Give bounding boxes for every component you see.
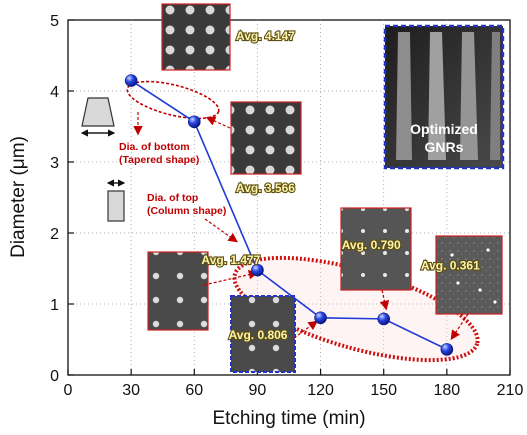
x-tick-labels: 0 30 60 90 120 150 180 210 <box>64 382 524 399</box>
data-point <box>187 115 201 129</box>
data-point <box>440 343 454 356</box>
average-label: Avg. 0.806 <box>229 328 288 342</box>
average-label: Avg. 0.361 <box>421 258 480 272</box>
data-point <box>124 74 138 87</box>
x-tick-label: 210 <box>497 382 524 399</box>
annotation-arrows <box>133 112 469 340</box>
x-tick-label: 150 <box>370 382 397 399</box>
column-shape-icon <box>106 179 126 222</box>
inset-label-gnrs: GNRs <box>425 139 464 155</box>
sem-image-180min <box>435 235 503 315</box>
tapered-shape-icon <box>80 97 116 137</box>
sem-image-90min <box>147 251 209 331</box>
inset-label-optimized: Optimized <box>410 121 478 137</box>
average-label: Avg. 4.147 <box>236 29 295 43</box>
diameter-series <box>124 74 454 356</box>
axis-ticks <box>67 19 511 376</box>
y-tick-labels: 0 1 2 3 4 5 <box>50 13 59 385</box>
optimized-gnrs-inset: Optimized GNRs <box>383 24 505 170</box>
x-axis-title: Etching time (min) <box>212 408 365 429</box>
average-label: Avg. 0.790 <box>342 238 401 252</box>
series-line <box>130 79 448 351</box>
bottom-diameter-ellipse <box>126 80 220 120</box>
sem-image-150min <box>340 207 412 291</box>
x-tick-label: 90 <box>249 382 267 399</box>
x-tick-label: 0 <box>64 382 73 399</box>
data-point <box>251 263 264 277</box>
x-tick-label: 30 <box>122 382 140 399</box>
y-tick-label: 1 <box>50 297 59 314</box>
bottom-label-line2: (Tapered shape) <box>119 154 199 166</box>
sem-image-120min <box>230 295 296 373</box>
sem-image-60min <box>230 101 302 175</box>
x-tick-label: 180 <box>434 382 461 399</box>
top-label-line1: Dia. of top <box>147 192 198 204</box>
average-labels: Avg. 4.147 Avg. 3.566 Avg. 1.477 Avg. 0.806… <box>200 28 481 343</box>
average-label: Avg. 1.477 <box>201 253 260 267</box>
data-point <box>314 311 327 325</box>
y-tick-label: 3 <box>50 155 59 172</box>
average-label: Avg. 3.566 <box>236 181 295 195</box>
x-tick-label: 60 <box>185 382 203 399</box>
bottom-label-line1: Dia. of bottom <box>119 141 190 153</box>
x-tick-label: 120 <box>307 382 334 399</box>
y-axis-title: Diameter (μm) <box>8 136 29 258</box>
y-tick-label: 4 <box>50 84 59 101</box>
sem-image-30min <box>161 3 231 71</box>
y-tick-label: 5 <box>50 13 59 30</box>
y-tick-label: 2 <box>50 226 59 243</box>
y-tick-label: 0 <box>50 368 59 385</box>
top-label-line2: (Column shape) <box>147 205 226 217</box>
data-point <box>377 312 391 326</box>
